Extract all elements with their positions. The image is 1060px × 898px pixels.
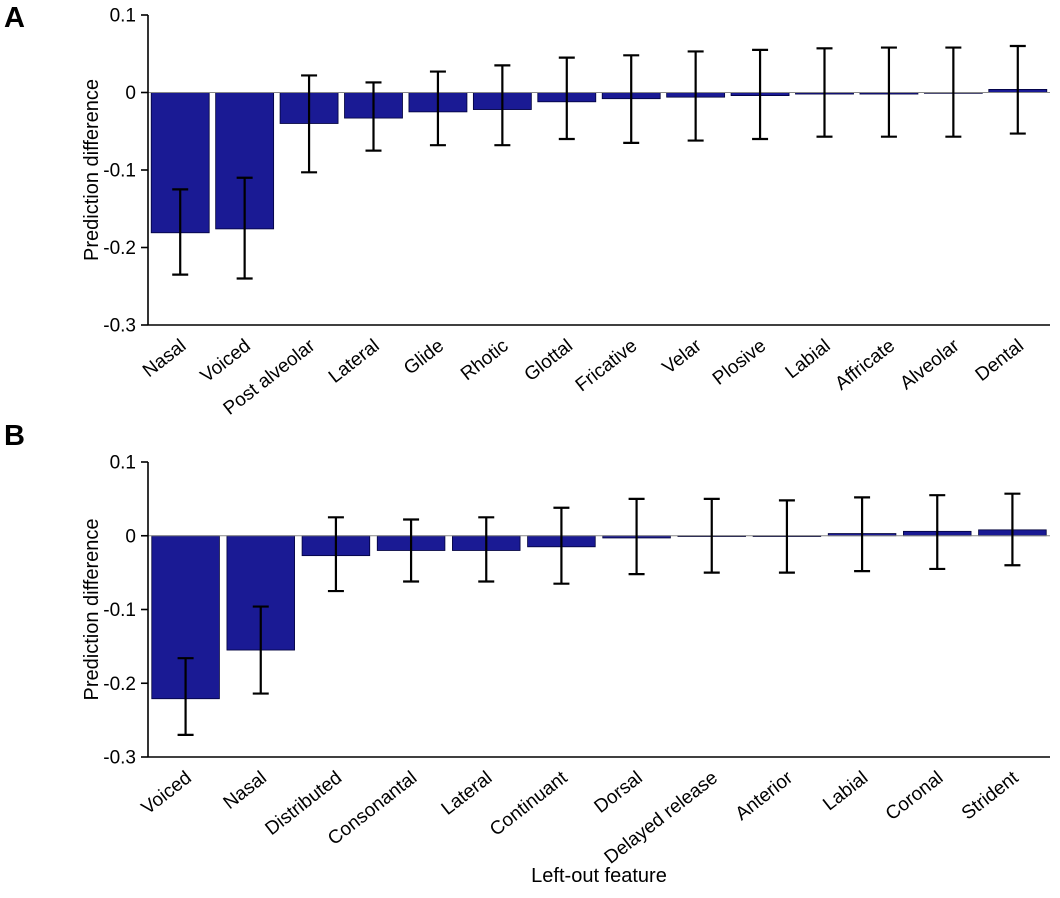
error-bar-glottal <box>558 56 575 141</box>
x-tick-label: Anterior <box>732 767 798 825</box>
x-tick-label: Nasal <box>139 335 190 381</box>
y-tick-label: 0 <box>125 83 136 104</box>
x-tick-label: Dental <box>972 335 1028 385</box>
x-tick-label: Glide <box>400 335 448 379</box>
x-tick-label: Coronal <box>882 767 947 825</box>
error-bar-continuant <box>553 506 570 585</box>
x-tick-label: Glottal <box>521 335 577 385</box>
x-axis-label: Left-out feature <box>531 865 667 887</box>
error-bar-distributed <box>327 516 344 593</box>
error-bar-glide <box>429 70 446 147</box>
error-bar-dental <box>1009 44 1026 135</box>
x-tick-label: Labial <box>782 335 835 383</box>
error-bar-nasal <box>252 605 269 695</box>
error-bar-plosive <box>752 48 769 141</box>
y-tick-label: 0 <box>125 526 136 547</box>
x-tick-label: Lateral <box>325 335 384 387</box>
error-bar-velar <box>687 50 704 142</box>
panel-b-label: B <box>4 420 25 452</box>
y-tick-label: -0.2 <box>103 674 136 695</box>
x-tick-label: Nasal <box>220 767 271 813</box>
x-tick-label: Dorsal <box>590 767 646 817</box>
x-tick-label: Fricative <box>572 335 642 396</box>
error-bar-affricate <box>880 46 897 138</box>
x-tick-label: Plosive <box>709 335 770 389</box>
error-bar-anterior <box>778 499 795 574</box>
error-bar-rhotic <box>494 64 511 147</box>
x-tick-label: Labial <box>819 767 872 815</box>
x-tick-label: Strident <box>958 767 1023 824</box>
y-axis-label: Prediction difference <box>81 79 103 261</box>
error-bar-strident <box>1004 492 1021 567</box>
x-tick-label: Affricate <box>831 335 899 394</box>
y-tick-label: 0.1 <box>110 6 136 27</box>
error-bar-nasal <box>172 188 189 276</box>
x-tick-label: Voiced <box>138 767 196 819</box>
y-tick-label: -0.3 <box>103 748 136 769</box>
x-tick-label: Continuant <box>486 767 572 841</box>
error-bar-labial <box>816 47 833 138</box>
error-bar-voiced <box>236 176 253 280</box>
error-bar-dorsal <box>628 497 645 576</box>
error-bar-coronal <box>929 494 946 571</box>
x-tick-label: Alveolar <box>896 335 964 394</box>
error-bar-consonantal <box>403 518 420 583</box>
error-bar-lateral <box>478 516 495 583</box>
y-tick-label: -0.1 <box>103 600 136 621</box>
y-tick-label: 0.1 <box>110 453 136 474</box>
error-bar-fricative <box>623 54 640 144</box>
x-tick-label: Velar <box>659 335 707 379</box>
panel-a-label: A <box>4 2 25 34</box>
error-bar-labial <box>854 496 871 573</box>
x-tick-label: Rhotic <box>457 335 512 385</box>
y-tick-label: -0.2 <box>103 238 136 259</box>
error-bar-voiced <box>177 657 194 736</box>
error-bar-post-alveolar <box>301 74 318 174</box>
error-bar-alveolar <box>945 46 962 138</box>
error-bar-lateral <box>365 81 382 152</box>
x-tick-label: Lateral <box>438 767 497 819</box>
x-tick-label: Voiced <box>197 335 255 387</box>
error-bar-delayed-release <box>703 497 720 574</box>
y-axis-label: Prediction difference <box>81 519 103 701</box>
y-tick-label: -0.1 <box>103 161 136 182</box>
y-tick-label: -0.3 <box>103 316 136 337</box>
